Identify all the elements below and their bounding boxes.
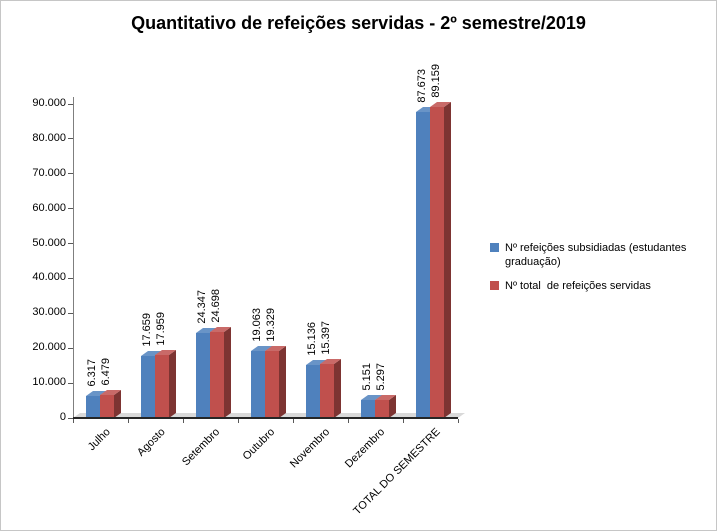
legend-swatch-red-icon xyxy=(490,280,499,290)
bar xyxy=(265,351,279,418)
bar-top-face xyxy=(86,391,107,396)
bar-top-face xyxy=(320,359,341,364)
chart-title: Quantitativo de refeições servidas - 2º … xyxy=(131,13,586,33)
bar-value-label: 5.297 xyxy=(375,363,387,391)
bar xyxy=(320,364,334,418)
bar-value-label: 24.698 xyxy=(210,289,222,323)
legend-label-subsidized: Nº refeições subsidiadas (estudantes gra… xyxy=(505,242,690,269)
bar-side-face xyxy=(224,327,231,418)
bar-top-face xyxy=(430,102,451,107)
bar xyxy=(155,355,169,418)
x-axis-label: Dezembro xyxy=(343,426,388,471)
x-axis-line xyxy=(73,417,458,419)
y-axis-tick xyxy=(68,243,73,245)
bar-side-face xyxy=(334,359,341,418)
bar xyxy=(141,356,155,418)
y-axis-label: 70.000 xyxy=(32,166,66,179)
x-axis-label: Agosto xyxy=(134,426,168,459)
bar-top-face xyxy=(265,346,286,351)
bar-top-face xyxy=(210,327,231,332)
x-axis-label: Setembro xyxy=(180,426,223,469)
bar-value-label: 17.659 xyxy=(141,313,153,347)
bar xyxy=(375,400,389,418)
x-axis-tick xyxy=(348,419,349,423)
bar-side-face xyxy=(114,390,121,418)
legend-swatch-blue-icon xyxy=(490,243,499,252)
y-axis-label: 10.000 xyxy=(32,376,66,389)
y-axis-label: 50.000 xyxy=(32,236,66,249)
y-axis-label: 20.000 xyxy=(32,341,66,354)
bar-value-label: 6.317 xyxy=(86,359,98,387)
x-axis-label: Julho xyxy=(85,426,113,454)
bar xyxy=(210,332,224,418)
bar-side-face xyxy=(169,350,176,418)
bar-value-label: 24.347 xyxy=(196,290,208,324)
y-axis-label: 40.000 xyxy=(32,271,66,284)
x-axis-label: Novembro xyxy=(288,426,333,471)
bar-top-face xyxy=(100,390,121,395)
legend-item-subsidized: Nº refeições subsidiadas (estudantes gra… xyxy=(490,241,712,270)
bar xyxy=(416,112,430,418)
bar xyxy=(306,365,320,418)
bar xyxy=(251,351,265,418)
bar xyxy=(86,396,100,418)
bar-top-face xyxy=(361,395,382,400)
bar-value-label: 87.673 xyxy=(416,69,428,103)
y-axis-label: 80.000 xyxy=(32,131,66,144)
x-axis-tick xyxy=(238,419,239,423)
legend-item-total: Nº total de refeições servidas xyxy=(490,279,712,293)
bar-top-face xyxy=(155,350,176,355)
x-axis-tick xyxy=(403,419,404,423)
y-axis-tick xyxy=(68,103,73,105)
y-axis-tick xyxy=(68,312,73,314)
y-axis-tick xyxy=(68,173,73,175)
y-axis-tick xyxy=(68,138,73,140)
y-axis-label: 0 xyxy=(59,411,66,423)
bar-value-label: 6.479 xyxy=(100,358,112,386)
bar-side-face xyxy=(444,102,451,418)
bar xyxy=(361,400,375,418)
x-axis-tick xyxy=(458,419,459,423)
y-axis-label: 30.000 xyxy=(32,306,66,319)
legend-label-total: Nº total de refeições servidas xyxy=(505,279,651,292)
bar-value-label: 15.397 xyxy=(320,321,332,355)
y-axis-label: 90.000 xyxy=(32,97,66,109)
bar xyxy=(100,395,114,418)
bar-side-face xyxy=(279,346,286,418)
bar-top-face xyxy=(251,346,272,351)
y-axis-tick xyxy=(68,417,73,419)
y-axis-tick xyxy=(68,382,73,384)
bar-top-face xyxy=(416,107,437,112)
bar-top-face xyxy=(306,360,327,365)
y-axis-tick xyxy=(68,208,73,210)
bar xyxy=(196,333,210,418)
bar-value-label: 89.159 xyxy=(430,64,442,98)
legend: Nº refeições subsidiadas (estudantes gra… xyxy=(490,241,712,302)
bar-side-face xyxy=(389,395,396,418)
y-axis-tick xyxy=(68,347,73,349)
bar xyxy=(430,107,444,418)
x-axis-tick xyxy=(128,419,129,423)
x-axis-tick xyxy=(293,419,294,423)
x-axis-tick xyxy=(183,419,184,423)
x-axis-tick xyxy=(73,419,74,423)
bar-top-face xyxy=(141,351,162,356)
y-axis-label: 60.000 xyxy=(32,201,66,214)
bar-value-label: 15.136 xyxy=(306,322,318,356)
bar-top-face xyxy=(196,328,217,333)
x-axis-label: Outubro xyxy=(240,426,278,463)
bar-top-face xyxy=(375,395,396,400)
bar-value-label: 19.063 xyxy=(251,308,263,342)
y-axis-line xyxy=(73,97,74,418)
bar-value-label: 17.959 xyxy=(155,312,167,346)
y-axis-tick xyxy=(68,277,73,279)
bar-value-label: 19.329 xyxy=(265,308,277,342)
bar-value-label: 5.151 xyxy=(361,363,373,391)
